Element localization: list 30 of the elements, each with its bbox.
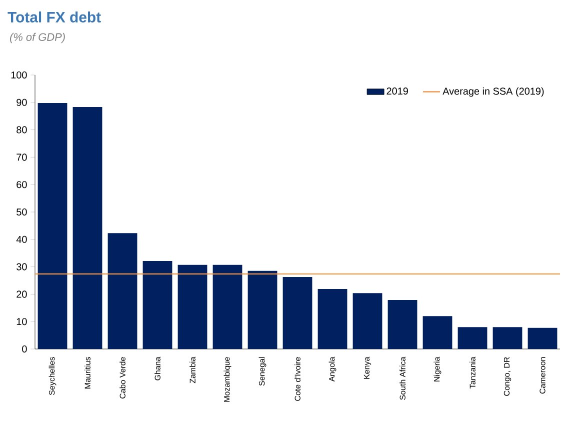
bar [72,107,102,349]
y-tick-label: 40 [16,236,27,243]
bar [38,102,68,349]
bar [142,261,172,349]
legend-label: Average in SSA (2019) [442,87,544,97]
bar [422,316,452,349]
y-tick-label: 80 [16,126,27,134]
y-tick-label: 0 [22,345,27,353]
bar [458,327,488,349]
y-tick-label: 30 [16,263,27,270]
bar [528,328,558,349]
bar [108,233,138,349]
y-tick-label: 20 [16,290,27,298]
bar [248,270,278,349]
bar [178,264,208,349]
y-tick-label: 100 [11,71,27,79]
bar [282,276,312,349]
bar [318,288,348,349]
y-tick-label: 50 [16,208,27,216]
y-tick-label: 10 [16,318,27,326]
chart-title: Total FX debt [8,12,101,22]
chart-subtitle: (% of GDP) [10,32,65,44]
bar [492,327,522,349]
bar [212,264,242,349]
y-tick-label: 60 [16,181,27,188]
legend-label: 2019 [386,88,408,95]
bar [388,300,418,349]
bar [352,293,382,349]
y-tick-label: 90 [16,98,27,106]
y-tick-label: 70 [16,154,27,161]
